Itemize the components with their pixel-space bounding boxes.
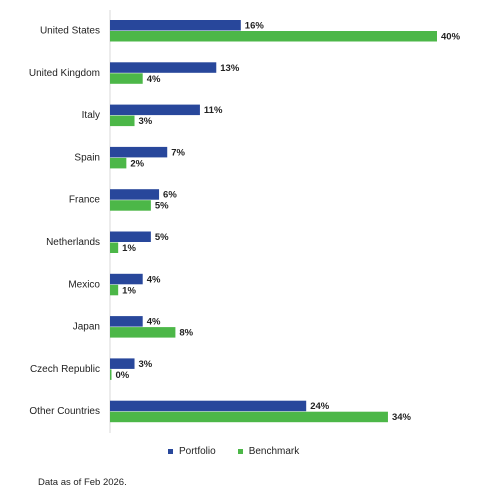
category-label: Other Countries (29, 406, 100, 417)
data-label-benchmark: 4% (147, 74, 161, 85)
data-label-benchmark: 5% (155, 201, 169, 212)
legend-swatch-benchmark (237, 449, 243, 454)
category-label: Spain (74, 152, 100, 163)
bar-benchmark (110, 200, 151, 211)
legend-label-portfolio: Portfolio (179, 446, 216, 457)
category-label: Japan (73, 322, 100, 333)
bar-benchmark (110, 157, 127, 169)
legend-label-benchmark: Benchmark (248, 446, 300, 457)
data-label-portfolio: 24% (310, 401, 330, 412)
category-label: Mexico (68, 279, 100, 290)
legend-swatch-portfolio (168, 449, 173, 454)
data-label-portfolio: 5% (155, 232, 169, 243)
bar-portfolio (110, 358, 135, 369)
footnote: Data as of Feb 2026. (38, 477, 127, 488)
data-label-benchmark: 1% (122, 285, 136, 296)
bar-benchmark (110, 411, 388, 423)
bar-portfolio (110, 20, 241, 31)
data-label-portfolio: 7% (171, 147, 185, 158)
bar-portfolio (110, 104, 200, 116)
data-label-portfolio: 4% (147, 274, 161, 285)
data-label-portfolio: 11% (204, 105, 223, 116)
data-label-benchmark: 3% (139, 116, 153, 127)
bar-benchmark (110, 73, 143, 84)
bar-benchmark (110, 242, 119, 253)
country-allocation-chart: United States 16% 40% United Kingdom 13% 4% It… (29, 10, 461, 433)
bar-portfolio (110, 146, 168, 158)
bar-portfolio (110, 316, 143, 327)
bar-portfolio (110, 62, 217, 73)
bar-portfolio (110, 400, 307, 412)
data-label-benchmark: 2% (130, 158, 144, 169)
legend-item-portfolio: Portfolio (168, 446, 216, 457)
bar-benchmark (110, 31, 437, 42)
data-label-benchmark: 0% (116, 370, 130, 381)
bar-benchmark (110, 327, 176, 338)
category-label: United Kingdom (29, 68, 100, 79)
category-label: France (69, 195, 101, 206)
data-label-portfolio: 16% (245, 21, 265, 32)
bar-benchmark (110, 369, 112, 380)
data-label-benchmark: 40% (441, 32, 461, 43)
category-label: Italy (82, 110, 100, 121)
category-label: Czech Republic (30, 364, 100, 375)
data-label-benchmark: 8% (179, 328, 193, 339)
bar-benchmark (110, 284, 119, 296)
bar-benchmark (110, 115, 135, 127)
category-label: Netherlands (46, 237, 100, 248)
legend-item-benchmark: Benchmark (237, 446, 300, 457)
data-label-benchmark: 34% (392, 412, 412, 423)
data-label-portfolio: 13% (220, 63, 240, 74)
bar-portfolio (110, 189, 160, 200)
data-label-portfolio: 6% (163, 190, 177, 201)
data-label-benchmark: 1% (122, 243, 136, 254)
data-label-portfolio: 4% (147, 317, 161, 328)
chart-legend: Portfolio Benchmark (168, 446, 299, 457)
bar-portfolio (110, 231, 151, 242)
category-label: United States (40, 26, 100, 37)
data-label-portfolio: 3% (139, 359, 153, 370)
bar-portfolio (110, 273, 143, 285)
